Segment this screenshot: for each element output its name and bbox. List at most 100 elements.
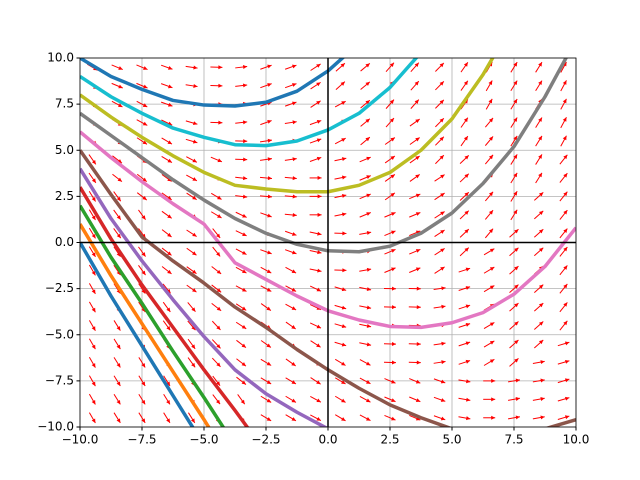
field-arrow-head: [391, 212, 396, 216]
field-arrow-head: [118, 66, 123, 70]
field-arrow-head: [116, 233, 121, 239]
field-arrow-head: [365, 81, 370, 86]
field-arrow-head: [538, 117, 542, 122]
field-arrow-head: [464, 247, 469, 252]
x-tick-label: −10.0: [62, 433, 99, 447]
field-arrow-head: [292, 64, 297, 69]
y-tick-label: −10.0: [37, 420, 74, 434]
field-arrow-head: [514, 303, 519, 308]
field-arrow-head: [416, 360, 421, 365]
field-arrow-head: [241, 362, 246, 367]
field-arrow-head: [489, 248, 495, 253]
field-arrow-head: [291, 361, 296, 366]
field-arrow-head: [440, 416, 446, 421]
field-arrow-head: [141, 215, 146, 220]
field-arrow-head: [563, 302, 568, 307]
field-arrow-head: [316, 63, 321, 68]
field-arrow-head: [440, 398, 446, 402]
field-arrow-head: [291, 306, 297, 310]
field-arrow-head: [366, 175, 371, 180]
field-arrow-head: [538, 321, 544, 326]
field-arrow-head: [538, 80, 542, 86]
field-arrow-head: [463, 117, 468, 123]
y-tick-label: 2.5: [55, 189, 74, 203]
field-arrow-head: [414, 62, 419, 68]
field-arrow-head: [340, 81, 345, 86]
field-arrow-head: [317, 268, 322, 273]
field-arrow-head: [513, 135, 518, 141]
field-arrow-head: [266, 269, 272, 274]
field-arrow-head: [267, 64, 272, 69]
line: [80, 241, 195, 427]
field-arrow-head: [391, 416, 396, 421]
field-arrow-head: [365, 100, 370, 105]
field-arrow-head: [291, 380, 296, 384]
field-arrow-head: [241, 324, 247, 329]
field-arrow-head: [538, 192, 544, 197]
field-arrow-head: [441, 286, 446, 291]
field-arrow-head: [192, 158, 197, 163]
field-arrow-head: [366, 156, 371, 161]
field-arrow-head: [193, 83, 198, 88]
x-tick-label: −5.0: [189, 433, 218, 447]
field-arrow-head: [514, 339, 519, 345]
field-arrow-head: [538, 229, 544, 234]
field-arrow-head: [439, 136, 444, 142]
field-arrow-head: [141, 270, 146, 276]
x-tick-label: 5.0: [442, 433, 461, 447]
field-arrow-head: [491, 397, 496, 402]
field-arrow-head: [416, 286, 421, 291]
field-arrow-head: [91, 159, 96, 165]
field-arrow-head: [415, 212, 421, 216]
field-arrow-head: [340, 63, 345, 68]
field-arrow-head: [464, 210, 469, 215]
field-arrow-head: [291, 325, 296, 330]
field-arrow-head: [167, 177, 172, 182]
field-arrow-head: [515, 397, 520, 401]
field-arrow-head: [488, 210, 494, 215]
field-arrow-head: [266, 343, 271, 348]
field-arrow-head: [218, 65, 223, 70]
field-arrow-head: [116, 215, 121, 220]
field-arrow-head: [390, 155, 395, 160]
field-arrow-head: [217, 195, 222, 200]
field-arrow-head: [441, 341, 446, 346]
field-arrow-head: [415, 398, 421, 402]
field-arrow-head: [513, 99, 518, 104]
field-arrow-head: [390, 174, 395, 179]
field-arrow-head: [240, 399, 245, 405]
field-arrow-head: [365, 118, 370, 123]
field-arrow-head: [218, 120, 223, 125]
field-arrow-head: [91, 197, 96, 202]
field-arrow-head: [440, 174, 445, 179]
field-arrow-head: [241, 343, 246, 348]
field-arrow-head: [266, 380, 272, 384]
field-arrow-head: [416, 305, 421, 310]
field-arrow-head: [216, 306, 222, 311]
field-arrow-head: [366, 416, 371, 421]
field-arrow-head: [142, 196, 147, 201]
field-arrow-head: [116, 399, 121, 405]
field-arrow-head: [491, 378, 496, 383]
field-arrow-head: [514, 321, 519, 326]
field-arrow-head: [391, 398, 396, 402]
field-arrow-head: [341, 361, 346, 366]
field-arrow-head: [143, 66, 148, 70]
field-arrow-head: [317, 250, 322, 255]
field-arrow-head: [465, 359, 471, 364]
field-arrow-head: [465, 323, 471, 327]
field-arrow-head: [562, 135, 567, 141]
field-arrow-head: [242, 83, 248, 88]
field-arrow-head: [192, 177, 197, 181]
field-arrow-head: [563, 154, 568, 160]
field-arrow-head: [166, 288, 171, 294]
y-tick-label: −7.5: [45, 373, 74, 387]
field-arrow-head: [316, 380, 321, 385]
field-arrow-head: [488, 136, 494, 141]
field-arrow-head: [292, 176, 297, 181]
line: [80, 223, 211, 427]
field-arrow-head: [440, 193, 445, 197]
field-arrow-head: [242, 213, 247, 218]
field-arrow-head: [292, 232, 297, 236]
field-arrow-head: [415, 193, 421, 198]
